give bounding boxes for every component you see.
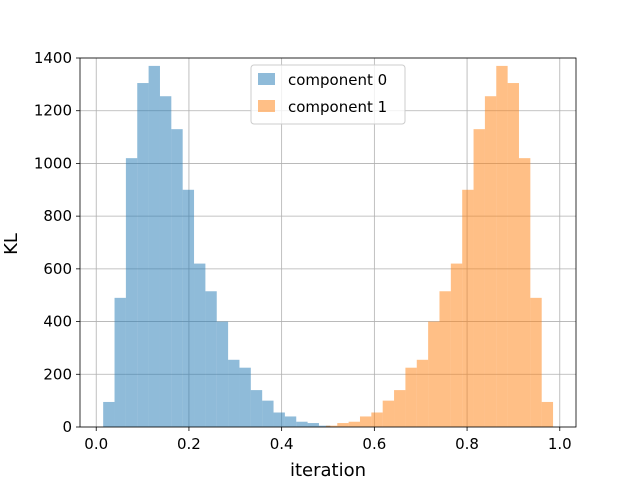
legend-swatch-component-1 bbox=[258, 100, 275, 112]
x-tick-label: 0.0 bbox=[84, 435, 108, 453]
histogram-bar-component-1 bbox=[394, 390, 406, 427]
histogram-bar-component-0 bbox=[296, 421, 308, 427]
histogram-bar-component-1 bbox=[337, 423, 349, 427]
legend-frame bbox=[250, 64, 406, 125]
y-tick-label: 1200 bbox=[34, 102, 72, 120]
histogram-bar-component-0 bbox=[228, 359, 240, 427]
y-tick-label: 1400 bbox=[34, 49, 72, 67]
x-axis-label: iteration bbox=[290, 460, 366, 480]
histogram-bar-component-0 bbox=[205, 291, 217, 427]
axes bbox=[76, 57, 577, 431]
histogram-bar-component-1 bbox=[473, 129, 485, 427]
histogram-bar-component-1 bbox=[359, 416, 372, 427]
histogram-bar-component-1 bbox=[325, 425, 338, 427]
histogram-bar-component-1 bbox=[462, 189, 474, 427]
histogram-bar-component-1 bbox=[450, 263, 463, 427]
tick-labels: 0.0 0.2 0.4 0.6 0.8 1.0 0 200 400 600 800 1000 1200 1… bbox=[34, 49, 572, 453]
y-tick-label: 200 bbox=[43, 365, 72, 383]
x-tick-label: 0.2 bbox=[177, 435, 201, 453]
histogram-bar-component-0 bbox=[137, 83, 149, 428]
y-tick-label: 800 bbox=[43, 207, 72, 225]
histogram-bar-component-0 bbox=[148, 65, 160, 428]
histogram-bar-component-1 bbox=[541, 401, 554, 427]
x-tick-label: 0.8 bbox=[455, 435, 479, 453]
legend-label-component-0: component 0 bbox=[288, 71, 387, 89]
y-tick-label: 400 bbox=[43, 313, 72, 331]
histogram-bar-component-0 bbox=[284, 416, 297, 427]
histogram-bar-component-0 bbox=[318, 425, 331, 427]
histogram-bar-component-1 bbox=[530, 297, 542, 427]
histogram-bar-component-1 bbox=[484, 96, 497, 427]
histogram-bar-component-0 bbox=[250, 390, 263, 427]
histogram-bar-component-1 bbox=[439, 291, 451, 427]
histogram-bar-component-0 bbox=[171, 129, 183, 427]
x-tick-label: 1.0 bbox=[548, 435, 572, 453]
x-tick-label: 0.6 bbox=[362, 435, 386, 453]
histogram-bar-component-0 bbox=[239, 367, 251, 427]
y-tick-label: 0 bbox=[62, 418, 72, 436]
histogram-bar-component-0 bbox=[125, 158, 138, 427]
histogram-bar-component-0 bbox=[182, 189, 195, 427]
plot-frame bbox=[79, 57, 577, 428]
histogram-bar-component-1 bbox=[371, 412, 383, 427]
legend-label-component-1: component 1 bbox=[288, 98, 387, 116]
histogram-bar-component-0 bbox=[262, 400, 274, 427]
legend: component 0 component 1 bbox=[250, 64, 406, 125]
y-axis-label: KL bbox=[1, 233, 22, 255]
histogram-bar-component-0 bbox=[159, 96, 172, 427]
legend-swatch-component-0 bbox=[258, 73, 275, 85]
x-tick-label: 0.4 bbox=[270, 435, 294, 453]
histogram-bar-component-1 bbox=[348, 421, 360, 427]
histogram-bar-component-0 bbox=[103, 401, 115, 427]
histogram-bar-component-1 bbox=[382, 400, 395, 427]
histogram-bar-component-0 bbox=[194, 263, 206, 427]
histogram-bar-component-0 bbox=[273, 412, 285, 427]
histogram-bar-component-1 bbox=[405, 367, 417, 427]
y-tick-label: 600 bbox=[43, 260, 72, 278]
histogram-bar-component-1 bbox=[416, 359, 429, 427]
histogram-bar-component-0 bbox=[114, 297, 126, 427]
histogram-bar-component-1 bbox=[507, 83, 519, 428]
histogram-bar-component-0 bbox=[307, 423, 319, 427]
y-tick-label: 1000 bbox=[34, 154, 72, 172]
histogram-bar-component-1 bbox=[496, 65, 508, 428]
histogram-bar-component-1 bbox=[518, 158, 531, 427]
histogram-bars bbox=[103, 65, 554, 428]
histogram-bar-component-1 bbox=[428, 321, 440, 427]
histogram-bar-component-0 bbox=[216, 321, 229, 427]
